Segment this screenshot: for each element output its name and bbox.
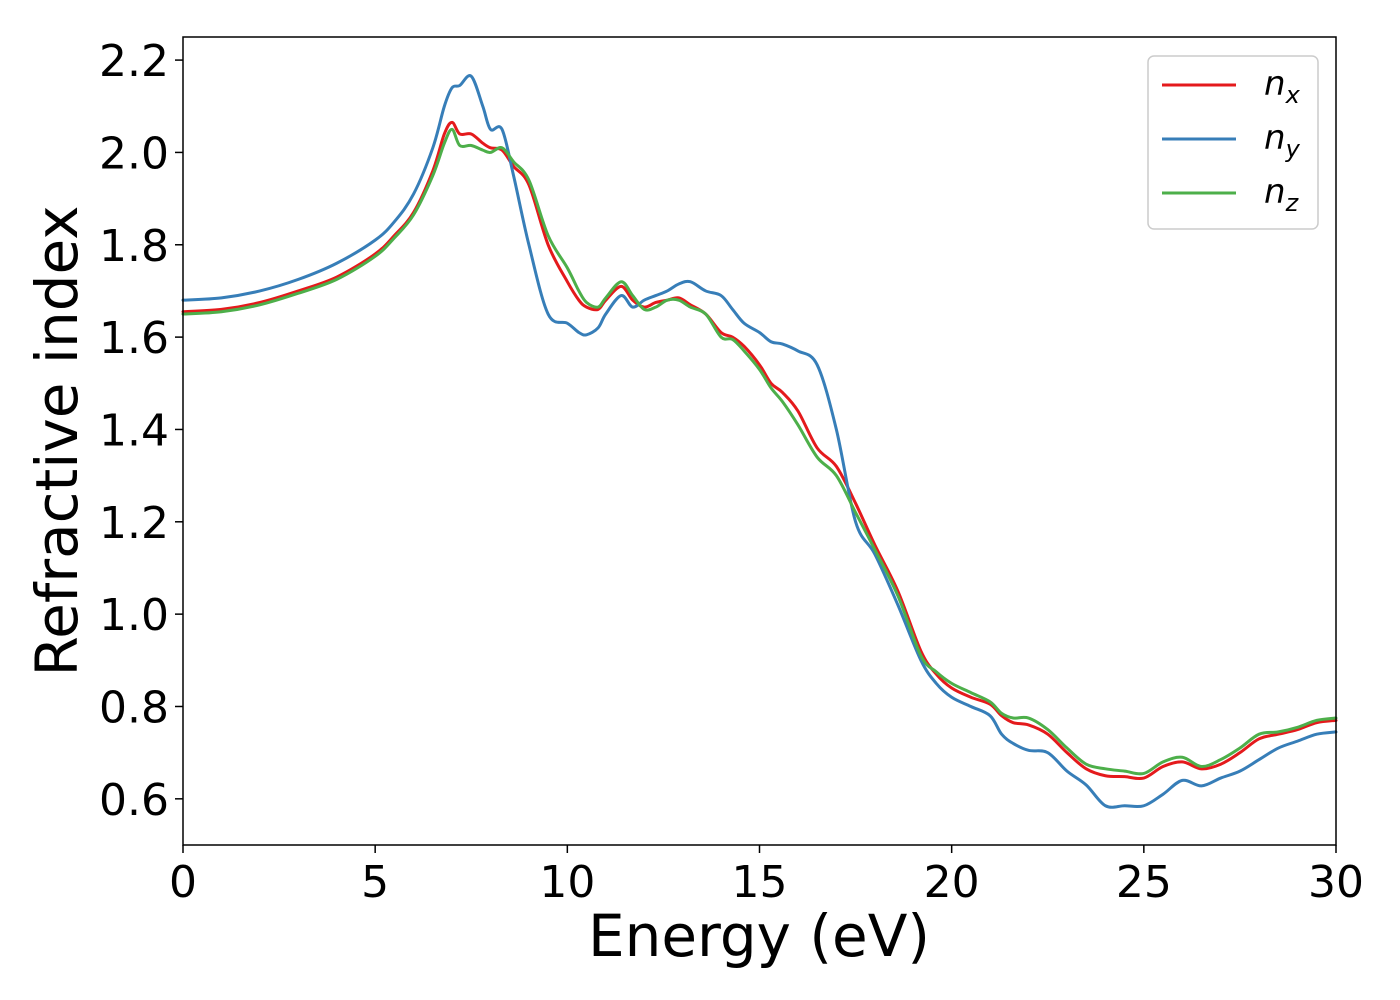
y-tick-label: 1.8 xyxy=(99,221,169,272)
y-tick-label: 2.2 xyxy=(99,36,169,87)
x-tick-label: 0 xyxy=(169,857,197,908)
x-axis: 0 5 10 15 20 25 30 xyxy=(169,845,1364,908)
x-tick-label: 30 xyxy=(1308,857,1364,908)
series-line-y xyxy=(181,74,1338,809)
y-tick-label: 0.6 xyxy=(99,775,169,826)
x-tick-label: 20 xyxy=(924,857,980,908)
y-tick-label: 1.6 xyxy=(99,313,169,364)
y-tick-label: 1.0 xyxy=(99,590,169,641)
x-axis-label: Energy (eV) xyxy=(588,902,930,970)
series-layer xyxy=(181,74,1338,809)
x-tick-label: 15 xyxy=(732,857,788,908)
y-tick-label: 1.4 xyxy=(99,405,169,456)
series-line-x xyxy=(181,120,1338,781)
x-tick-label: 10 xyxy=(539,857,595,908)
y-tick-label: 2.0 xyxy=(99,128,169,179)
x-tick-label: 5 xyxy=(361,857,389,908)
legend-box xyxy=(1147,55,1319,230)
y-axis: 0.6 0.8 1.0 1.2 1.4 1.6 1.8 2.0 2.2 xyxy=(99,36,183,826)
y-tick-label: 0.8 xyxy=(99,682,169,733)
y-tick-label: 1.2 xyxy=(99,498,169,549)
series-line-z xyxy=(181,127,1338,776)
x-tick-label: 25 xyxy=(1116,857,1172,908)
y-axis-label: Refractive index xyxy=(23,205,91,676)
